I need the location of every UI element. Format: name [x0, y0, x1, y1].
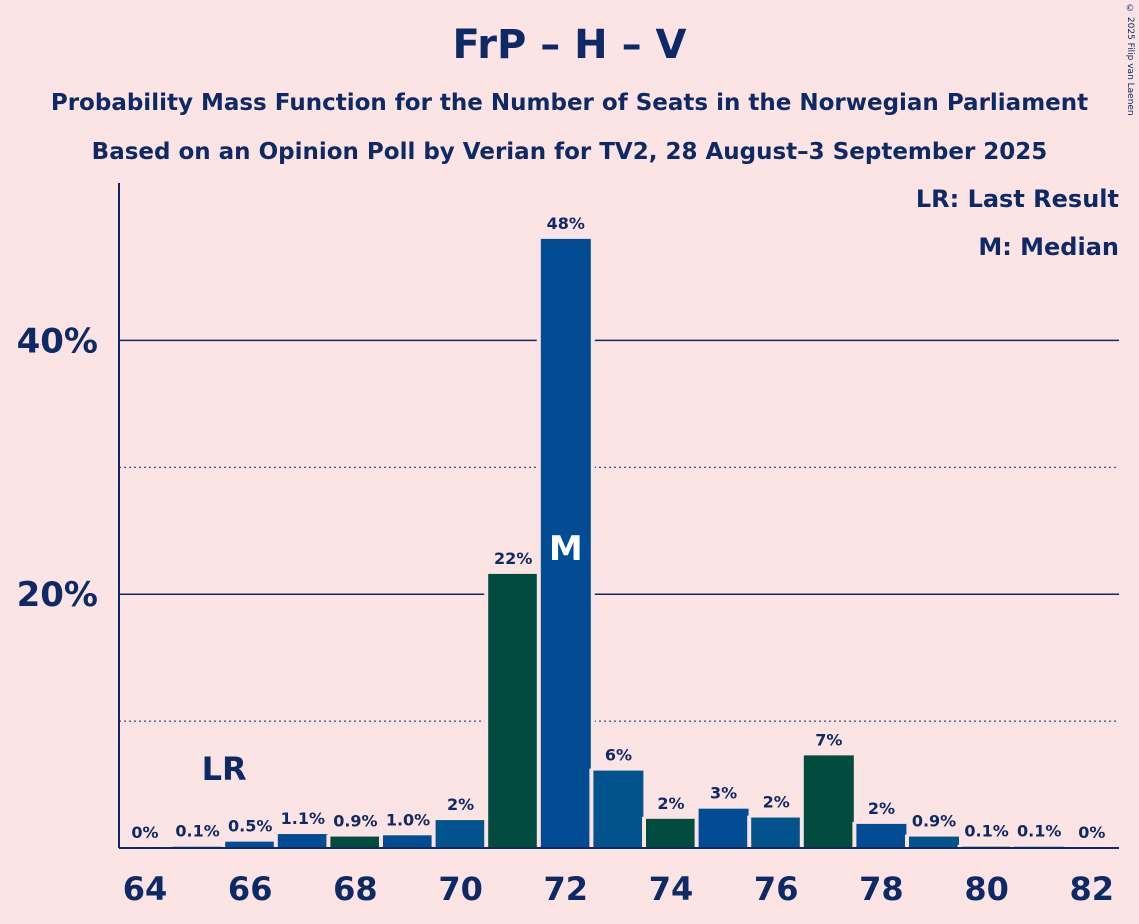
bar-70: [435, 820, 486, 848]
data-label-75: 3%: [710, 784, 737, 803]
bar-73: [593, 770, 644, 848]
data-label-65: 0.1%: [175, 822, 219, 841]
x-tick-label: 72: [544, 870, 589, 908]
last-result-marker: LR: [202, 750, 247, 788]
bar-backdrop: [957, 844, 1016, 848]
data-label-76: 2%: [763, 793, 790, 812]
bar-backdrop: [168, 844, 227, 848]
data-label-80: 0.1%: [964, 822, 1008, 841]
copyright-notice: © 2025 Filip van Laenen: [1125, 4, 1135, 116]
data-label-78: 2%: [868, 799, 895, 818]
data-label-77: 7%: [815, 730, 842, 749]
bar-72: [540, 238, 591, 848]
data-label-73: 6%: [605, 746, 632, 765]
bar-77: [803, 755, 854, 848]
x-tick-label: 74: [649, 870, 694, 908]
y-tick-label: 40%: [17, 321, 98, 361]
bar-69: [383, 835, 433, 848]
bar-78: [856, 823, 907, 848]
data-label-74: 2%: [657, 794, 684, 813]
x-tick-label: 64: [123, 870, 168, 908]
data-label-67: 1.1%: [281, 809, 325, 828]
x-tick-label: 78: [859, 870, 904, 908]
data-label-64: 0%: [131, 823, 158, 842]
data-label-81: 0.1%: [1017, 822, 1061, 841]
x-tick-label: 68: [333, 870, 378, 908]
data-label-72: 48%: [547, 214, 585, 233]
x-tick-label: 66: [228, 870, 273, 908]
legend-last-result: LR: Last Result: [915, 185, 1119, 213]
bar-76: [751, 817, 802, 848]
data-label-66: 0.5%: [228, 817, 272, 836]
bar-71: [488, 573, 539, 848]
bar-67: [277, 834, 328, 848]
bar-66: [225, 841, 276, 848]
bar-backdrop: [1010, 844, 1069, 848]
bar-75: [698, 808, 749, 848]
bar-79: [909, 836, 959, 848]
x-tick-label: 76: [754, 870, 799, 908]
x-tick-label: 82: [1070, 870, 1115, 908]
chart-source: Based on an Opinion Poll by Verian for T…: [91, 139, 1048, 165]
data-label-70: 2%: [447, 795, 474, 814]
x-tick-label: 70: [438, 870, 483, 908]
data-label-69: 1.0%: [386, 810, 430, 829]
data-label-82: 0%: [1078, 823, 1105, 842]
data-label-79: 0.9%: [912, 812, 956, 831]
chart-subtitle: Probability Mass Function for the Number…: [50, 90, 1089, 116]
bar-68: [330, 836, 381, 848]
x-tick-label: 80: [964, 870, 1009, 908]
legend-median: M: Median: [978, 233, 1119, 261]
bar-74: [646, 818, 696, 848]
median-marker: M: [549, 529, 583, 569]
chart-title: FrP – H – V: [452, 22, 687, 68]
data-label-68: 0.9%: [333, 812, 377, 831]
data-label-71: 22%: [494, 549, 532, 568]
y-tick-label: 20%: [17, 575, 98, 615]
